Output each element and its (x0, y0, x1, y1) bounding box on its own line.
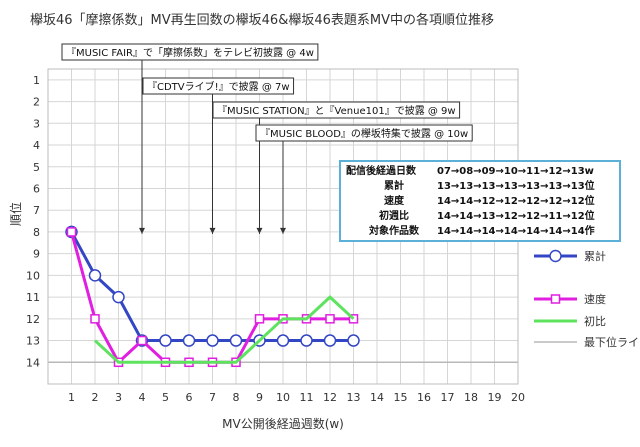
x-tick-label: 8 (233, 391, 240, 404)
x-tick-label: 14 (370, 391, 384, 404)
data-point (347, 334, 360, 347)
x-tick-label: 4 (139, 391, 146, 404)
annotation-box (212, 101, 461, 119)
data-point (206, 334, 219, 347)
x-tick-label: 12 (323, 391, 337, 404)
annotation-box (61, 43, 319, 61)
annotation-text: 『MUSIC BLOOD』の欅坂特集で披露 @ 10w (260, 127, 468, 140)
x-tick-label: 3 (115, 391, 122, 404)
legend-item-3: 初比 (534, 314, 606, 328)
x-tick-label: 16 (417, 391, 431, 404)
legend-label: 最下位ライン (584, 335, 640, 349)
x-tick-label: 7 (209, 391, 216, 404)
data-point (254, 314, 265, 324)
annotations: 『MUSIC FAIR』で「摩擦係数」をテレビ初披露 @ 4w 『CDTVライブ!… (61, 43, 473, 142)
data-point (88, 269, 102, 282)
data-point (90, 314, 100, 324)
info-row-value: 13→13→13→13→13→13→13位 (437, 179, 595, 192)
info-row-value: 14→14→14→14→14→14→14作 (437, 224, 595, 237)
data-point (159, 334, 172, 347)
data-point (66, 227, 77, 237)
info-row-value: 14→14→12→12→12→12→12位 (437, 194, 595, 207)
y-tick-label: 1 (33, 74, 40, 87)
series-line (93, 295, 355, 364)
legend-item-2: 速度 (534, 292, 606, 306)
y-tick-label: 3 (33, 117, 40, 130)
data-point (137, 335, 147, 346)
legend: 累計速度初比最下位ライン (534, 249, 640, 349)
y-tick-label: 4 (33, 139, 40, 152)
annotation-label: 『MUSIC BLOOD』の欅坂特集で披露 @ 10w (255, 124, 473, 142)
data-point (276, 334, 290, 347)
x-tick-label: 5 (162, 391, 169, 404)
annotation-arrows (139, 60, 286, 234)
info-row-label: 累計 (384, 179, 404, 192)
info-row-label: 配信後経過日数 (346, 164, 417, 177)
y-tick-label: 9 (33, 248, 40, 261)
y-axis-title: 順位 (8, 202, 23, 226)
legend-marker (549, 249, 562, 263)
y-tick-label: 8 (33, 226, 40, 239)
info-row-value: 07→08→09→10→11→12→13w (437, 166, 594, 177)
annotation-arrow-head (256, 227, 263, 234)
x-tick-labels: 1 2 3 4 5 6 7 8 9 10 11 12 13 14 15 16 17 18 19 20 (68, 391, 525, 404)
y-tick-label: 14 (26, 356, 40, 369)
data-point (300, 334, 313, 347)
annotation-arrow-head (139, 227, 145, 234)
data-point (323, 334, 337, 347)
y-tick-label: 5 (33, 161, 40, 174)
info-row-label: 対象作品数 (368, 224, 420, 237)
annotation-arrow-head (209, 227, 216, 234)
legend-item-1: 累計 (534, 249, 606, 263)
x-axis-title: MV公開後経過週数(w) (222, 416, 344, 431)
data-point (229, 334, 243, 347)
y-tick-label: 10 (26, 269, 40, 282)
x-tick-label: 17 (441, 391, 455, 404)
chart-title: 欅坂46「摩擦係数」MV再生回数の欅坂46&欅坂46表題系MV中の各項順位推移 (30, 12, 494, 28)
x-tick-label: 18 (464, 391, 478, 404)
data-point (112, 290, 125, 304)
x-tick-label: 9 (256, 391, 263, 404)
x-tick-label: 20 (511, 391, 525, 404)
x-tick-label: 19 (488, 391, 502, 404)
info-row-value: 14→14→13→12→12→11→12位 (437, 209, 595, 222)
annotation-label: 『MUSIC FAIR』で「摩擦係数」をテレビ初披露 @ 4w (61, 43, 319, 61)
y-tick-label: 13 (26, 335, 40, 348)
info-box-frame (339, 160, 621, 242)
x-tick-label: 10 (276, 391, 290, 404)
y-tick-label: 6 (33, 182, 40, 195)
legend-label: 累計 (584, 249, 606, 263)
x-tick-label: 15 (394, 391, 408, 404)
annotation-box (142, 77, 295, 95)
annotation-arrow-head (280, 227, 286, 234)
series-3 (93, 295, 355, 364)
x-tick-label: 1 (68, 391, 75, 404)
info-row-label: 速度 (384, 194, 405, 207)
y-tick-label: 7 (33, 204, 40, 217)
y-tick-label: 11 (26, 291, 40, 304)
x-tick-label: 11 (300, 391, 314, 404)
y-tick-label: 12 (26, 313, 40, 326)
legend-label: 速度 (584, 292, 606, 306)
annotation-text: 『MUSIC FAIR』で「摩擦係数」をテレビ初披露 @ 4w (66, 46, 314, 59)
legend-marker (550, 294, 561, 304)
legend-item-reference: 最下位ライン (534, 335, 640, 349)
info-box: 配信後経過日数 07→08→09→10→11→12→13w 累計 13→13→13→1… (339, 160, 621, 242)
annotation-label: 『MUSIC STATION』と『Venue101』で披露 @ 9w (212, 101, 461, 119)
annotation-box (255, 124, 473, 142)
annotation-text: 『CDTVライブ!』で披露 @ 7w (147, 80, 290, 93)
annotation-label: 『CDTVライブ!』で披露 @ 7w (142, 77, 295, 95)
legend-label: 初比 (584, 314, 606, 328)
data-point (325, 314, 335, 324)
y-tick-label: 2 (33, 96, 40, 109)
annotation-text: 『MUSIC STATION』と『Venue101』で披露 @ 9w (217, 104, 456, 117)
data-point (182, 334, 196, 347)
info-row-label: 初週比 (379, 209, 409, 222)
x-tick-label: 6 (186, 391, 193, 404)
x-tick-label: 13 (347, 391, 361, 404)
series-layer (65, 225, 360, 368)
x-tick-label: 2 (92, 391, 99, 404)
